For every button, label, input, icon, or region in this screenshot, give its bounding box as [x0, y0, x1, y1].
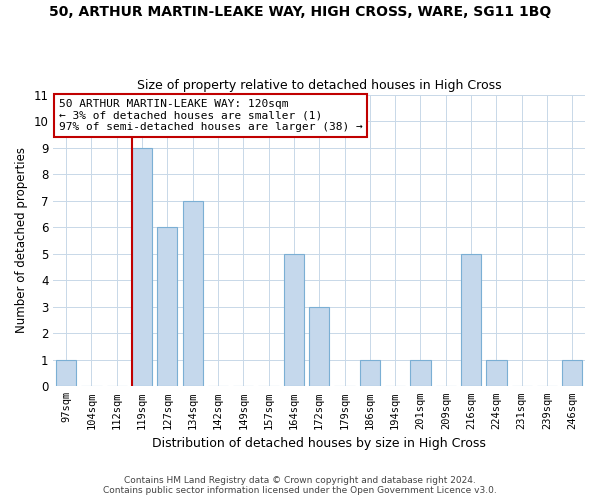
- Bar: [486, 360, 506, 386]
- Bar: [461, 254, 481, 386]
- Bar: [360, 360, 380, 386]
- Bar: [132, 148, 152, 386]
- X-axis label: Distribution of detached houses by size in High Cross: Distribution of detached houses by size …: [152, 437, 486, 450]
- Bar: [157, 227, 178, 386]
- Bar: [56, 360, 76, 386]
- Bar: [182, 200, 203, 386]
- Text: 50, ARTHUR MARTIN-LEAKE WAY, HIGH CROSS, WARE, SG11 1BQ: 50, ARTHUR MARTIN-LEAKE WAY, HIGH CROSS,…: [49, 5, 551, 19]
- Y-axis label: Number of detached properties: Number of detached properties: [15, 148, 28, 334]
- Bar: [309, 306, 329, 386]
- Bar: [410, 360, 431, 386]
- Text: 50 ARTHUR MARTIN-LEAKE WAY: 120sqm
← 3% of detached houses are smaller (1)
97% o: 50 ARTHUR MARTIN-LEAKE WAY: 120sqm ← 3% …: [59, 99, 362, 132]
- Bar: [284, 254, 304, 386]
- Bar: [562, 360, 583, 386]
- Text: Contains HM Land Registry data © Crown copyright and database right 2024.
Contai: Contains HM Land Registry data © Crown c…: [103, 476, 497, 495]
- Title: Size of property relative to detached houses in High Cross: Size of property relative to detached ho…: [137, 79, 502, 92]
